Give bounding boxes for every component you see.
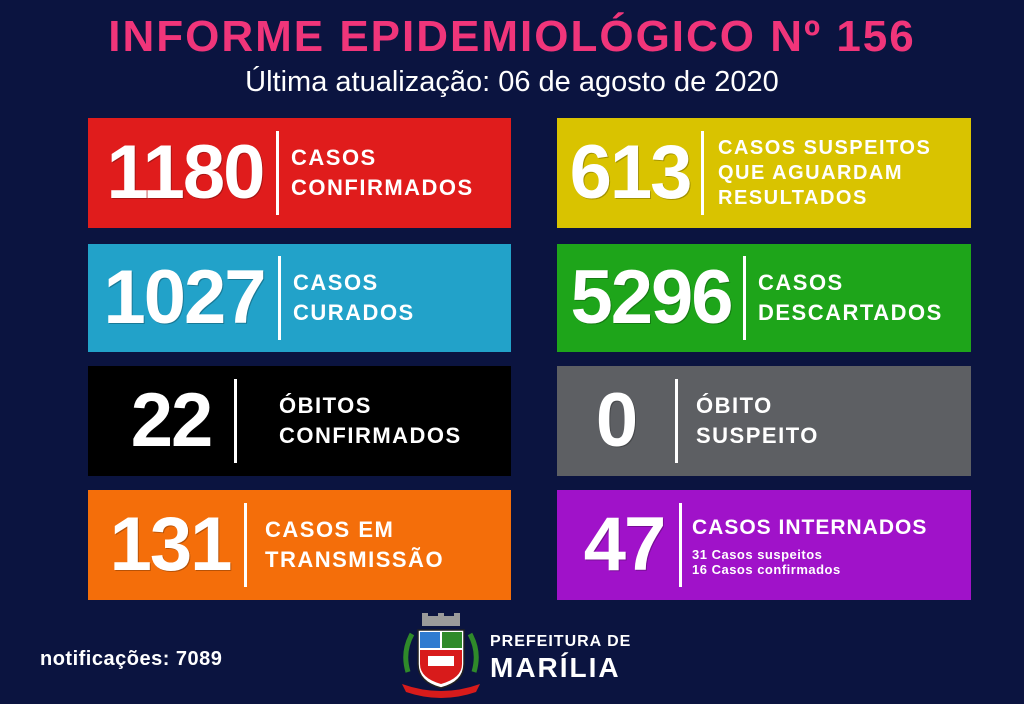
card-confirmed-cases: 1180 CASOS CONFIRMADOS [88,118,511,228]
card-cured-cases: 1027 CASOS CURADOS [88,244,511,352]
page-title: INFORME EPIDEMIOLÓGICO Nº 156 [108,12,916,61]
card-sublabel: 31 Casos suspeitos [692,547,823,562]
divider [234,379,237,463]
notifications-count: notificações: 7089 [40,648,223,670]
card-sublabel: 16 Casos confirmados [692,562,841,577]
card-label: CASOS INTERNADOS 31 Casos suspeitos 16 C… [692,513,927,577]
card-number: 0 [595,378,638,463]
city-crest-icon [402,613,480,698]
divider [701,131,704,215]
card-label-line: CONFIRMADOS [279,423,462,448]
card-label-line: RESULTADOS [718,186,868,209]
divider [679,503,682,587]
card-suspected-awaiting: 613 CASOS SUSPEITOS QUE AGUARDAM RESULTA… [557,118,971,228]
card-confirmed-deaths: 22 ÓBITOS CONFIRMADOS [88,366,511,476]
card-suspected-death: 0 ÓBITO SUSPEITO [557,366,971,476]
card-label: CASOS CURADOS [293,268,415,328]
card-label-line: DESCARTADOS [758,300,943,325]
card-label-line: ÓBITO [696,393,773,418]
divider [743,256,746,340]
card-label-line: CASOS [291,145,377,170]
card-number: 613 [569,130,693,215]
divider [276,131,279,215]
card-label: ÓBITO SUSPEITO [696,391,819,451]
card-label-line: QUE AGUARDAM [718,161,904,184]
card-label-line: CASOS [758,270,844,295]
card-number: 22 [130,378,214,463]
card-label: CASOS EM TRANSMISSÃO [265,515,444,575]
card-hospitalized-cases: 47 CASOS INTERNADOS 31 Casos suspeitos 1… [557,490,971,600]
card-number: 47 [583,502,667,587]
card-label-line: SUSPEITO [696,423,819,448]
card-label: CASOS SUSPEITOS QUE AGUARDAM RESULTADOS [718,136,931,211]
card-label: CASOS CONFIRMADOS [291,143,474,203]
card-label-line: CASOS SUSPEITOS [718,136,932,159]
card-label-line: CASOS INTERNADOS [692,516,928,539]
divider [675,379,678,463]
last-update: Última atualização: 06 de agosto de 2020 [245,66,779,98]
card-label: CASOS DESCARTADOS [758,268,943,328]
divider [278,256,281,340]
divider [244,503,247,587]
card-label-line: CASOS EM [265,517,395,542]
city-name: MARÍLIA [490,652,621,683]
card-label-line: CURADOS [293,300,415,325]
card-label-line: ÓBITOS [279,393,372,418]
prefeitura-logo-text: PREFEITURA DE MARÍLIA [490,632,631,684]
card-label: ÓBITOS CONFIRMADOS [279,391,462,451]
card-cases-in-transmission: 131 CASOS EM TRANSMISSÃO [88,490,511,600]
card-number: 1027 [103,255,266,340]
card-number: 1180 [106,130,266,215]
card-discarded-cases: 5296 CASOS DESCARTADOS [557,244,971,352]
card-label-line: CASOS [293,270,379,295]
card-number: 131 [109,502,233,587]
prefeitura-line: PREFEITURA DE [490,633,632,650]
card-number: 5296 [570,255,733,340]
card-label-line: TRANSMISSÃO [265,547,445,572]
card-label-line: CONFIRMADOS [291,175,474,200]
